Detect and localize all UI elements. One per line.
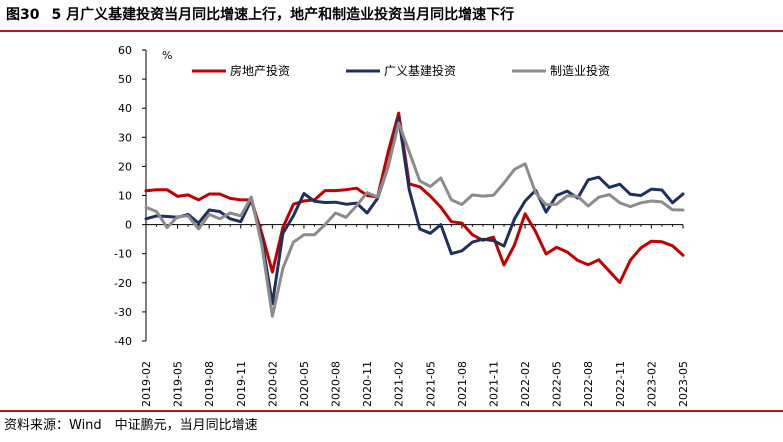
title-rule <box>0 30 783 32</box>
y-tick-label: 10 <box>118 190 132 203</box>
tick-labels: -40 -30 -20 -10 0 10 20 30 40 50 60 % 2019-02 2019-05… <box>114 44 690 407</box>
x-tick-label: 2021-02 <box>393 361 406 407</box>
y-tick-label: -10 <box>114 248 132 261</box>
x-tick-label: 2020-11 <box>361 361 374 407</box>
x-tick-label: 2019-08 <box>203 361 216 407</box>
series-lines <box>144 111 685 318</box>
figure-label: 图30 <box>6 7 40 23</box>
x-tick-label: 2022-02 <box>519 361 532 407</box>
x-tick-label: 2020-02 <box>266 361 279 407</box>
y-tick-label: 50 <box>118 73 132 86</box>
y-tick-label: 40 <box>118 102 132 115</box>
legend-label: 广义基建投资 <box>384 63 456 78</box>
y-tick-label: 60 <box>118 44 132 57</box>
x-tick-label: 2020-08 <box>330 361 343 407</box>
figure-title: 图30 5 月广义基建投资当月同比增速上行，地产和制造业投资当月同比增速下行 <box>6 4 514 24</box>
x-tick-label: 2022-05 <box>551 361 564 407</box>
y-axis-unit: % <box>162 49 172 62</box>
x-tick-label: 2021-05 <box>424 361 437 407</box>
x-tick-label: 2022-08 <box>582 361 595 407</box>
y-tick-label: 30 <box>118 131 132 144</box>
source-rule <box>0 410 783 412</box>
x-tick-label: 2022-11 <box>614 361 627 407</box>
axes <box>142 49 684 342</box>
legend: 房地产投资 广义基建投资 制造业投资 <box>192 63 610 78</box>
series-line-3 <box>144 121 685 318</box>
figure-title-text: 5 月广义基建投资当月同比增速上行，地产和制造业投资当月同比增速下行 <box>51 7 515 23</box>
y-tick-label: 0 <box>125 219 132 232</box>
x-tick-label: 2021-08 <box>456 361 469 407</box>
x-tick-label: 2023-02 <box>645 361 658 407</box>
x-tick-label: 2019-02 <box>140 361 153 407</box>
y-tick-label: -20 <box>114 277 132 290</box>
y-tick-label: -40 <box>114 335 132 348</box>
legend-label: 房地产投资 <box>230 63 290 78</box>
source-note: 资料来源：Wind 中证鹏元，当月同比增速 <box>4 418 258 433</box>
x-tick-label: 2020-05 <box>298 361 311 407</box>
x-tick-label: 2019-05 <box>172 361 185 407</box>
legend-label: 制造业投资 <box>550 63 610 78</box>
x-tick-label: 2021-11 <box>487 361 500 407</box>
x-tick-label: 2019-11 <box>235 361 248 407</box>
series-line-1 <box>144 111 685 284</box>
x-tick-label: 2023-05 <box>677 361 690 407</box>
y-tick-label: 20 <box>118 160 132 173</box>
y-tick-label: -30 <box>114 306 132 319</box>
series-line-2 <box>144 116 685 306</box>
